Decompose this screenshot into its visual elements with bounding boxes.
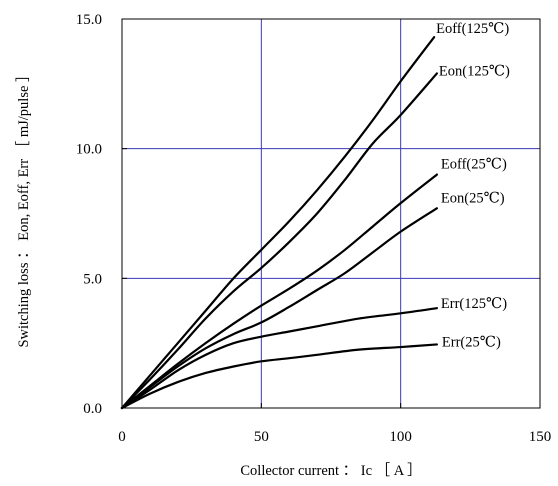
series-labels: Eoff(125℃) Eon(125℃) Eoff(25℃) Eon(25℃) Err(… — [436, 21, 510, 350]
series-label: Eon(125℃) — [439, 63, 510, 79]
series-line-Eon(125℃) — [120, 72, 438, 410]
plot-frame — [121, 18, 541, 409]
x-tick-label: 0 — [118, 429, 126, 445]
y-tick-label: 5.0 — [83, 271, 102, 287]
series-label: Eoff(25℃) — [441, 157, 507, 173]
y-tick-label: 15.0 — [76, 12, 102, 28]
series-label: Err(125℃) — [441, 296, 507, 312]
y-tick-label: 10.0 — [76, 142, 102, 158]
series-line-Eon(25℃) — [120, 207, 438, 410]
x-tick-label: 100 — [389, 429, 412, 445]
grid-lines — [122, 19, 540, 408]
series-label: Eoff(125℃) — [436, 21, 509, 37]
axis-ticks: 0 50 100 150 0.0 5.0 10.0 15.0 — [76, 12, 552, 445]
series-line-Err(25℃) — [120, 343, 438, 410]
series-lines — [120, 36, 438, 410]
series-line-Eoff(125℃) — [120, 36, 436, 410]
x-axis-label: Collector current ： Ic ［ A ］ — [240, 462, 421, 479]
y-tick-label: 0.0 — [83, 401, 102, 417]
series-label: Eon(25℃) — [441, 190, 505, 206]
x-tick-label: 150 — [529, 429, 552, 445]
series-line-Eoff(25℃) — [120, 173, 438, 410]
series-label: Err(25℃) — [442, 334, 501, 350]
y-axis-label: Switching loss ： Eon, Eoff, Err ［ mJ/pul… — [15, 67, 32, 347]
series-line-Err(125℃) — [120, 307, 438, 410]
x-tick-label: 50 — [254, 429, 269, 445]
